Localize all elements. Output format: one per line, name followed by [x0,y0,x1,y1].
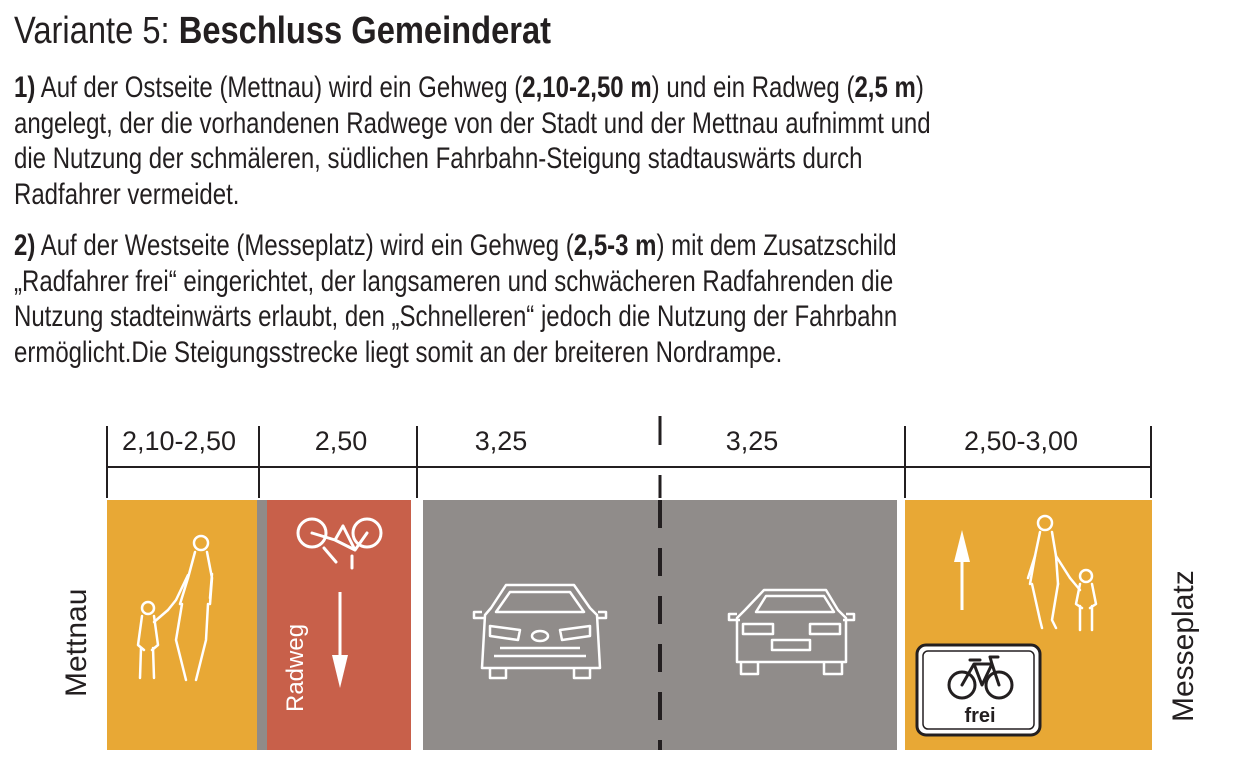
title-bold: Beschluss Gemeinderat [178,10,552,52]
paragraph-2-text-a: Auf der Westseite (Messeplatz) wird ein … [35,229,574,262]
paragraph-1-line-4: Radfahrer vermeidet. [14,177,240,211]
dimension-label-lane-1: 3,25 [475,426,528,456]
up-arrow-icon [954,530,970,610]
paragraph-1-line-2: angelegt, der die vorhandenen Radwege vo… [14,106,931,140]
paragraph-1-text-c: ) [915,71,924,104]
paragraph-2-number: 2) [14,229,36,262]
paragraph-2-bold-a: 2,5-3 m [573,229,657,262]
paragraph-1-bold-b: 2,5 m [854,71,916,104]
paragraph-2-line-3: Nutzung stadteinwärts erlaubt, den „Schn… [14,300,898,333]
dimension-label-lane-2: 3,25 [726,426,779,456]
car-rear-icon [727,588,856,676]
dimension-label-sidewalk-east: 2,10-2,50 [122,426,236,456]
sign-text-frei: frei [964,705,995,727]
label-messeplatz: Messeplatz [1167,570,1200,722]
dimension-label-bike-lane: 2,50 [315,426,368,456]
bicycle-sign-icon [915,643,1042,737]
paragraph-2: 2) Auf der Westseite (Messeplatz) wird e… [14,228,897,370]
title-prefix: Variante 5: [14,10,179,52]
sidewalk-east [107,500,257,750]
page-title: Variante 5: Beschluss Gemeinderat [14,8,551,54]
paragraph-1-number: 1) [14,71,36,104]
paragraph-1-bold-a: 2,10-2,50 m [522,71,652,104]
pedestrian-mother-child-icon [136,534,214,682]
paragraph-2-line-2: „Radfahrer frei“ eingerichtet, der langs… [14,264,894,298]
label-radweg: Radweg [282,624,309,712]
paragraph-1-line-1: 1) Auf der Ostseite (Mettnau) wird ein G… [14,70,931,106]
label-mettnau: Mettnau [60,589,93,697]
paragraph-1-text-b: ) und ein Radweg ( [651,71,855,104]
paragraph-1: 1) Auf der Ostseite (Mettnau) wird ein G… [14,70,931,212]
paragraph-2-line-4: ermöglicht.Die Steigungsstrecke liegt so… [14,335,783,369]
curb-east [257,500,267,750]
paragraph-2-text-b: ) mit dem Zusatzschild [656,229,897,262]
dimension-line [106,416,1152,498]
pedestrian-mother-child-west-icon [1026,514,1098,632]
bicycle-icon [296,517,383,570]
car-front-icon [472,583,608,680]
down-arrow-icon [332,592,348,688]
paragraph-1-text-a: Auf der Ostseite (Mettnau) wird ein Gehw… [35,71,523,104]
dimension-label-sidewalk-west: 2,50-3,00 [964,426,1078,456]
paragraph-2-line-1: 2) Auf der Westseite (Messeplatz) wird e… [14,228,897,264]
paragraph-1-line-3: die Nutzung der schmäleren, südlichen Fa… [14,142,863,175]
